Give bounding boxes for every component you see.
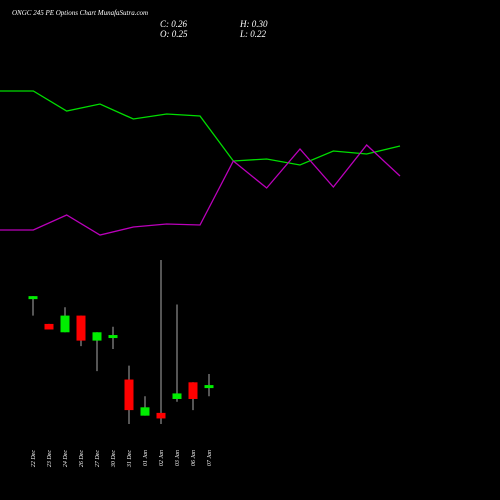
candle-body (156, 412, 166, 419)
x-tick-label: 06 Jan (191, 450, 197, 466)
candle-body (140, 407, 150, 416)
x-tick-label: 24 Dec (62, 450, 69, 467)
chart-title: ONGC 245 PE Options Chart MunafaSutra.co… (12, 9, 148, 17)
x-tick-label: 27 Dec (95, 450, 101, 467)
x-tick-label: 03 Jan (175, 450, 181, 466)
candle-body (108, 335, 118, 339)
candle-body (188, 382, 198, 399)
low-label: L: 0.22 (239, 29, 267, 39)
candle-body (124, 379, 134, 411)
x-tick-label: 01 Jan (143, 450, 149, 466)
x-tick-label: 23 Dec (47, 450, 53, 467)
candle-body (204, 385, 214, 389)
close-label: C: 0.26 (160, 19, 188, 29)
high-label: H: 0.30 (239, 19, 268, 29)
candle-body (44, 323, 54, 330)
x-tick-label: 30 Dec (111, 450, 117, 468)
line-series (0, 144, 401, 236)
candle-body (76, 315, 86, 341)
candle-body (92, 332, 102, 341)
x-tick-label: 07 Jan (207, 450, 213, 466)
x-tick-label: 31 Dec (127, 450, 133, 468)
x-tick-label: 26 Dec (79, 450, 85, 467)
open-label: O: 0.25 (160, 29, 188, 39)
candle-body (172, 393, 182, 399)
x-tick-label: 02 Jan (159, 450, 165, 466)
x-tick-label: 22 Dec (31, 450, 37, 467)
line-series (0, 90, 401, 166)
candle-body (60, 315, 70, 333)
candle-body (28, 296, 38, 300)
